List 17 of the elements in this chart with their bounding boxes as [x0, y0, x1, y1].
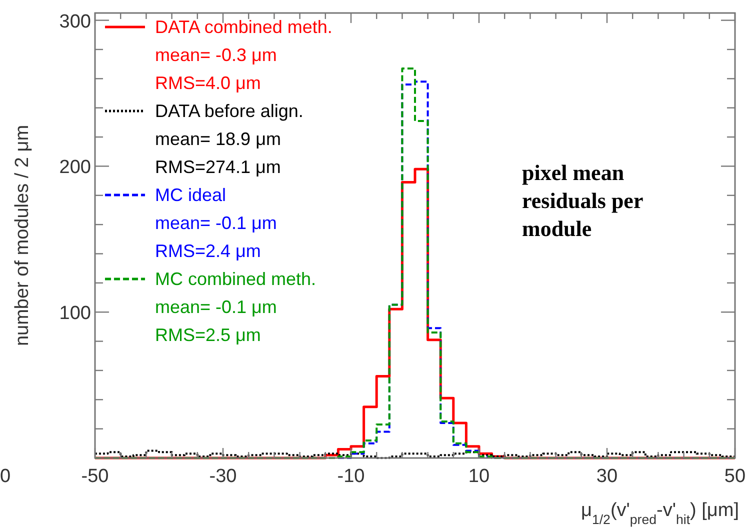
x-axis-title: μ$_{1/2}$(v'$_{pred}$-v'$_{hit}$) [μm]: [580, 500, 739, 526]
legend-label: DATA before align. mean= 18.9 μm RMS=274.1 μm: [155, 101, 304, 177]
text: 0: [0, 466, 11, 487]
x-tick-label: -30: [209, 466, 237, 487]
legend-label: MC ideal mean= -0.1 μm RMS=2.4 μm: [155, 185, 277, 261]
x-tick-label: 30: [596, 466, 618, 487]
y-tick-label: 100: [59, 303, 91, 324]
x-tick-label: 10: [468, 466, 490, 487]
x-tick-label: 50: [724, 466, 746, 487]
legend-label: DATA combined meth. mean= -0.3 μm RMS=4.0 μm: [155, 17, 332, 93]
annotation: pixel mean residuals per module: [522, 160, 644, 241]
y-tick-label: 200: [59, 157, 91, 178]
y-tick-label: 300: [59, 11, 91, 32]
legend-label: MC combined meth. mean= -0.1 μm RMS=2.5 μm: [155, 269, 316, 345]
y-axis-title: number of modules / 2 μm: [12, 124, 33, 346]
x-tick-label: -50: [81, 466, 109, 487]
x-tick-label: -10: [337, 466, 365, 487]
